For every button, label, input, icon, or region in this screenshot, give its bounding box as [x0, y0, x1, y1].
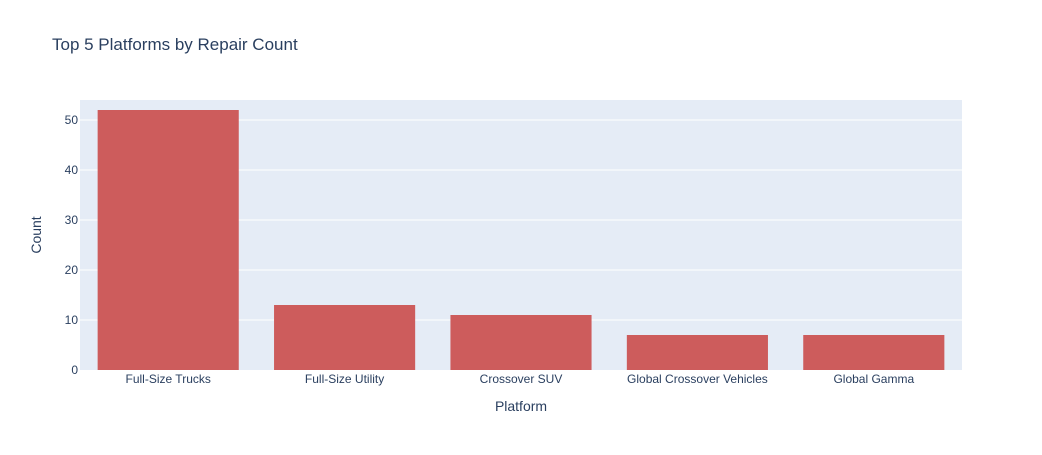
x-axis-title: Platform	[495, 398, 547, 414]
bar-full-size-trucks	[97, 110, 239, 370]
y-tick-label: 50	[65, 113, 79, 127]
bar-full-size-utility	[274, 305, 416, 370]
bars	[97, 110, 945, 370]
chart-title: Top 5 Platforms by Repair Count	[52, 35, 298, 54]
y-axis-title: Count	[28, 216, 44, 253]
x-tick-label: Global Crossover Vehicles	[627, 372, 768, 386]
bar-global-gamma	[803, 335, 945, 370]
x-axis-ticks: Full-Size Trucks Full-Size Utility Crossov…	[126, 372, 915, 386]
y-tick-label: 30	[65, 213, 79, 227]
x-tick-label: Crossover SUV	[480, 372, 563, 386]
y-tick-label: 0	[71, 363, 78, 377]
y-tick-label: 40	[65, 163, 79, 177]
bar-crossover-suv	[450, 315, 592, 370]
bar-global-crossover-vehicles	[626, 335, 768, 370]
x-tick-label: Global Gamma	[833, 372, 914, 386]
x-tick-label: Full-Size Utility	[305, 372, 384, 386]
y-tick-label: 20	[65, 263, 79, 277]
y-tick-label: 10	[65, 313, 79, 327]
y-axis-ticks: 0 10 20 30 40 50	[65, 113, 79, 377]
x-tick-label: Full-Size Trucks	[126, 372, 211, 386]
